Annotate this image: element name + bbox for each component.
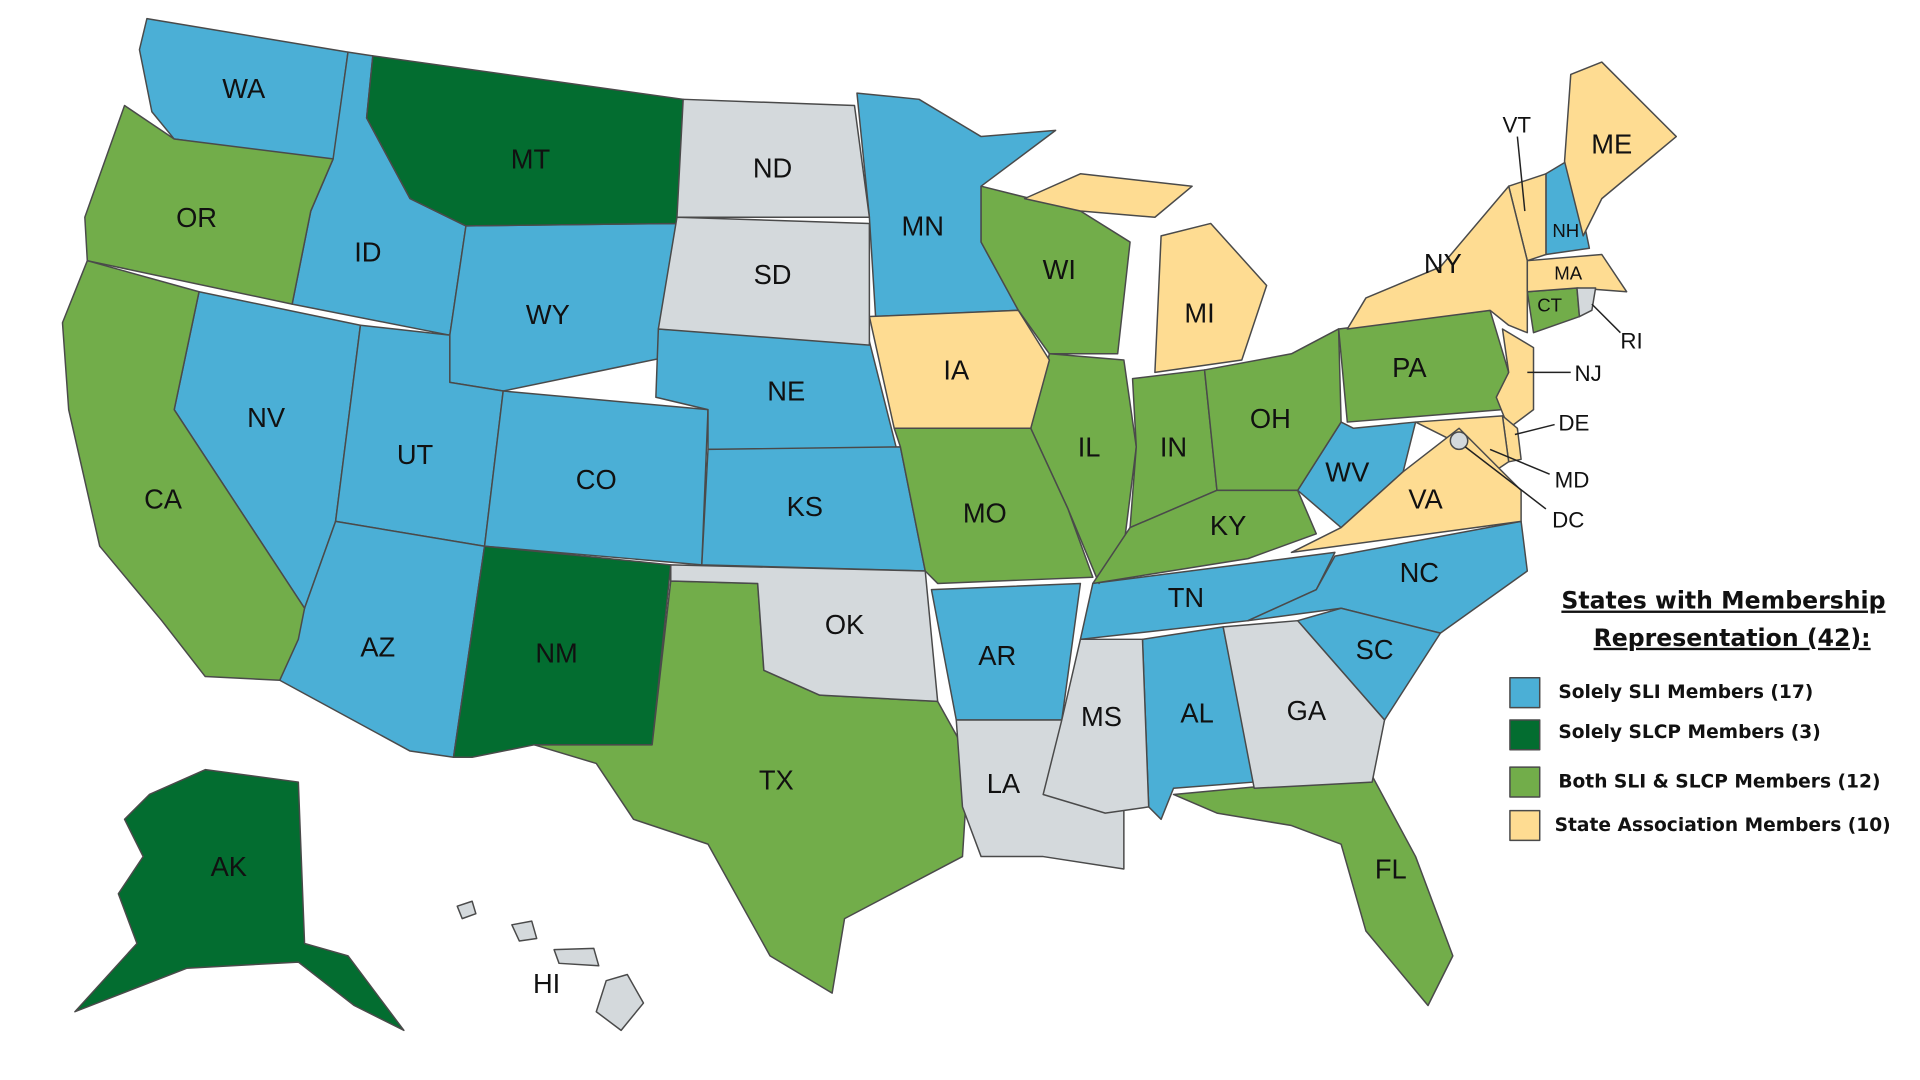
- state-label: MN: [902, 211, 944, 242]
- state: [1042, 638, 1150, 814]
- state-label: MD: [1555, 468, 1590, 493]
- state-label: HI: [533, 968, 560, 999]
- state-label: TN: [1168, 582, 1204, 613]
- state-label: WV: [1325, 456, 1370, 487]
- state-label: TX: [759, 764, 794, 795]
- state-label: NY: [1424, 248, 1462, 279]
- state-labels: WA ID WY NV UT CO AZ NE KS MN AR TN AL N…: [144, 73, 1643, 999]
- state: [1154, 222, 1268, 374]
- leader-line: [1516, 136, 1526, 212]
- state: [1526, 253, 1628, 293]
- legend-label: Solely SLI Members (17): [1558, 682, 1813, 703]
- state: [1222, 619, 1386, 790]
- state-label: IN: [1160, 432, 1187, 463]
- state-label: VT: [1502, 113, 1531, 138]
- state: [1290, 427, 1522, 554]
- state-label: IL: [1078, 432, 1101, 463]
- state-label: OR: [176, 202, 217, 233]
- state-label: NH: [1552, 220, 1579, 241]
- state-label: AZ: [360, 631, 395, 662]
- state: [1563, 61, 1678, 237]
- state-label: NJ: [1574, 361, 1601, 386]
- state: [456, 900, 477, 920]
- state: [670, 564, 939, 703]
- state-label: PA: [1392, 352, 1427, 383]
- state-label: CO: [576, 464, 617, 495]
- state-label: IA: [943, 355, 970, 386]
- state-label: WA: [222, 73, 266, 104]
- state: [511, 920, 538, 942]
- legend: States with Membership Representation (4…: [1509, 587, 1891, 842]
- state-label: CA: [144, 484, 183, 515]
- legend-swatch: [1509, 809, 1541, 842]
- state-label: OK: [825, 609, 864, 640]
- state-label: RI: [1620, 329, 1642, 354]
- state-label: VA: [1408, 484, 1443, 515]
- state: [1449, 431, 1469, 451]
- state: [553, 947, 600, 967]
- state-label: KY: [1210, 510, 1246, 541]
- state-label: ID: [354, 237, 381, 268]
- state-label: NC: [1400, 557, 1439, 588]
- state: [365, 55, 684, 227]
- state-label: MI: [1184, 298, 1214, 329]
- state: [868, 309, 1051, 430]
- legend-title: Representation (42):: [1594, 624, 1871, 652]
- state-label: FL: [1375, 854, 1407, 885]
- leader-line: [1514, 423, 1555, 436]
- state: [980, 185, 1131, 355]
- state: [1172, 775, 1454, 1007]
- state-label: AK: [211, 851, 247, 882]
- legend-title: States with Membership: [1561, 587, 1885, 615]
- state: [1092, 489, 1318, 585]
- state-label: MO: [963, 497, 1007, 528]
- state: [676, 98, 871, 218]
- state-label: OH: [1250, 403, 1291, 434]
- state-label: MA: [1554, 262, 1583, 283]
- leader-line: [1464, 446, 1547, 510]
- states: [61, 17, 1678, 1032]
- legend-swatch: [1509, 766, 1541, 798]
- state-label: WY: [526, 299, 570, 330]
- state-label: NV: [247, 402, 286, 433]
- state-label: MS: [1081, 701, 1122, 732]
- legend-swatch: [1509, 677, 1541, 709]
- state-label: SC: [1356, 634, 1394, 665]
- state-label: AR: [978, 640, 1016, 671]
- state: [657, 216, 871, 346]
- state-label: NM: [535, 638, 577, 669]
- state-label: DE: [1558, 410, 1589, 435]
- state-label: MT: [511, 144, 551, 175]
- state: [1346, 185, 1529, 334]
- state-label: CT: [1537, 295, 1562, 316]
- state-label: LA: [987, 768, 1021, 799]
- legend-label: State Association Members (10): [1555, 815, 1891, 836]
- state: [893, 427, 1094, 585]
- state: [74, 768, 405, 1032]
- state-label: UT: [397, 439, 434, 470]
- state: [595, 973, 645, 1032]
- hawaii: [456, 900, 645, 1032]
- legend-label: Both SLI & SLCP Members (12): [1558, 772, 1880, 793]
- state-label: ND: [753, 152, 792, 183]
- callout-lines: [1464, 136, 1621, 510]
- state: [1023, 173, 1193, 218]
- state-label: SD: [754, 259, 792, 290]
- state-label: AL: [1180, 697, 1213, 728]
- state-label: DC: [1552, 507, 1584, 532]
- state-label: NE: [767, 376, 805, 407]
- state-label: GA: [1287, 695, 1327, 726]
- state: [1576, 287, 1597, 318]
- state-label: ME: [1591, 129, 1632, 160]
- legend-label: Solely SLCP Members (3): [1558, 722, 1820, 743]
- leader-line: [1489, 448, 1550, 475]
- state-label: WI: [1043, 254, 1076, 285]
- leader-line: [1591, 303, 1621, 334]
- legend-swatch: [1509, 719, 1541, 751]
- state-label: KS: [787, 491, 823, 522]
- state: [84, 104, 334, 305]
- state: [61, 259, 306, 682]
